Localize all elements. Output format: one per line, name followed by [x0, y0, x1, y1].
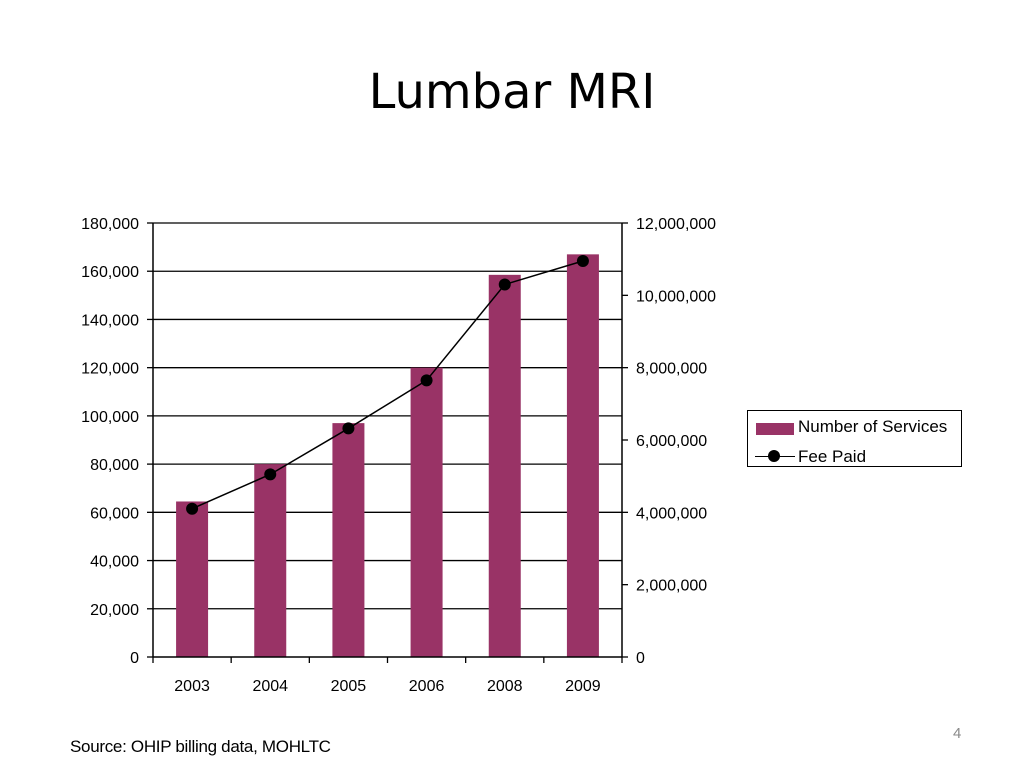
bar-services [254, 464, 287, 657]
legend-label-fee: Fee Paid [798, 447, 867, 466]
x-tick-label: 2009 [565, 678, 601, 695]
bar-services [332, 423, 365, 657]
y-left-tick-label: 120,000 [81, 361, 139, 378]
bar-services [410, 367, 443, 657]
y-left-tick-label: 20,000 [90, 602, 139, 619]
point-fee-paid [420, 374, 433, 387]
y-right-tick-label: 4,000,000 [636, 505, 707, 522]
y-right-tick-label: 8,000,000 [636, 361, 707, 378]
source-note: Source: OHIP billing data, MOHLTC [70, 737, 331, 756]
y-right-tick-label: 12,000,000 [636, 216, 716, 233]
x-tick-label: 2003 [174, 678, 210, 695]
x-tick-label: 2004 [252, 678, 288, 695]
y-left-tick-label: 60,000 [90, 505, 139, 522]
y-left-tick-label: 100,000 [81, 409, 139, 426]
bar-services [488, 274, 521, 657]
slide-title: Lumbar MRI [368, 64, 656, 120]
point-fee-paid [264, 468, 277, 481]
y-left-tick-label: 0 [130, 650, 139, 667]
bar-services [176, 501, 209, 657]
chart-legend: Number of Services Fee Paid [747, 410, 962, 467]
y-left-tick-label: 140,000 [81, 312, 139, 329]
y-left-tick-label: 180,000 [81, 216, 139, 233]
y-left-tick-label: 40,000 [90, 554, 139, 571]
point-fee-paid [498, 278, 511, 291]
x-tick-label: 2006 [409, 678, 445, 695]
y-left-tick-label: 80,000 [90, 457, 139, 474]
legend-label-services: Number of Services [798, 417, 948, 436]
point-fee-paid [186, 502, 199, 515]
y-right-tick-label: 2,000,000 [636, 578, 707, 595]
y-right-tick-label: 0 [636, 650, 645, 667]
x-tick-label: 2005 [331, 678, 367, 695]
y-left-tick-label: 160,000 [81, 264, 139, 281]
bar-services [566, 254, 599, 657]
point-fee-paid [342, 422, 355, 435]
legend-bar-swatch [756, 423, 794, 435]
line-fee-paid [191, 260, 584, 510]
legend-marker-swatch [768, 450, 780, 462]
y-right-tick-label: 6,000,000 [636, 433, 707, 450]
page-number: 4 [953, 725, 962, 742]
point-fee-paid [576, 254, 589, 267]
x-tick-label: 2008 [487, 678, 523, 695]
y-right-tick-label: 10,000,000 [636, 288, 716, 305]
